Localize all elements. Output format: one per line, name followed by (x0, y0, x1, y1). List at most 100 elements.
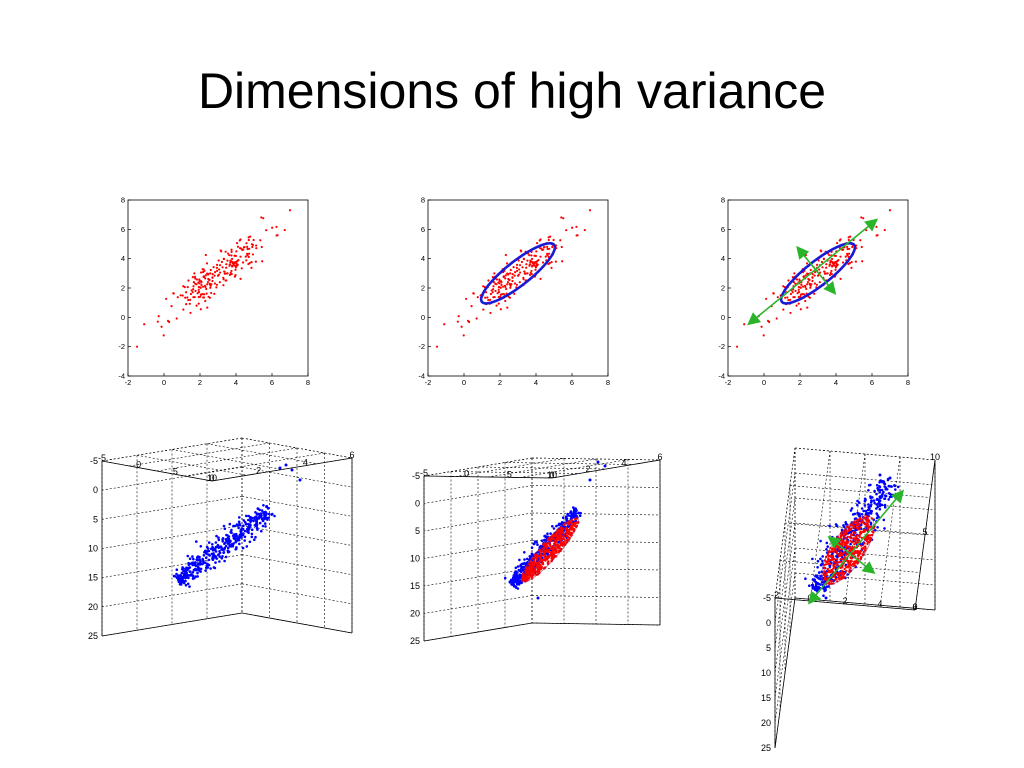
wall-grid-line (794, 497, 936, 511)
data-point (177, 576, 180, 580)
floor-grid-line (450, 471, 580, 474)
data-point (828, 562, 831, 566)
data-point (198, 559, 202, 562)
data-point (561, 516, 565, 519)
data-point (588, 478, 592, 482)
data-point (823, 270, 826, 273)
data-point (237, 536, 240, 539)
data-point (511, 279, 514, 283)
data-point (836, 552, 839, 555)
data-point (211, 549, 215, 552)
data-point (789, 311, 792, 315)
data-point (823, 566, 826, 570)
data-point (178, 579, 182, 582)
data-point (541, 261, 545, 264)
data-point (539, 277, 542, 280)
data-point (218, 264, 222, 267)
data-point (435, 345, 439, 348)
data-point (492, 281, 495, 284)
axis-edge (914, 459, 936, 611)
data-point (821, 555, 824, 558)
data-point (813, 292, 816, 295)
data-point (545, 548, 548, 552)
data-point (896, 485, 900, 489)
data-point (875, 503, 879, 506)
data-point (248, 262, 251, 265)
x-tick-label: -5 (420, 468, 428, 478)
data-point (215, 557, 218, 560)
data-point (239, 529, 243, 532)
data-point (532, 561, 536, 565)
data-point (809, 286, 812, 289)
data-point (857, 514, 861, 517)
data-point (218, 281, 221, 284)
data-point (834, 523, 838, 526)
data-point (204, 274, 207, 277)
data-point (836, 259, 839, 263)
data-point (219, 271, 222, 274)
data-point (850, 266, 853, 269)
data-point (825, 548, 828, 551)
data-point (511, 272, 514, 276)
data-point (860, 513, 864, 516)
data-point (882, 490, 885, 494)
data-point (836, 264, 839, 267)
data-point (194, 564, 198, 567)
data-point (842, 248, 845, 251)
data-point (223, 559, 226, 563)
data-point (536, 568, 540, 571)
data-point (230, 257, 234, 261)
data-point (876, 486, 879, 490)
data-point (184, 291, 188, 294)
data-point (562, 533, 566, 536)
data-point (242, 532, 245, 535)
data-point (533, 542, 536, 545)
data-point (551, 245, 554, 249)
data-point (200, 283, 203, 286)
data-point (538, 561, 541, 564)
x-tick-label: 2 (798, 378, 802, 387)
data-point (245, 514, 248, 518)
data-point (523, 575, 526, 578)
data-point (506, 283, 509, 286)
data-point (559, 239, 562, 242)
data-point (214, 561, 217, 564)
data-point (514, 570, 517, 573)
data-point (557, 522, 561, 526)
wall-grid-line (241, 554, 353, 575)
data-point (506, 280, 510, 284)
floor-grid-line (171, 449, 283, 470)
data-point (530, 552, 534, 555)
data-point (540, 539, 544, 542)
data-point (271, 226, 274, 229)
wall-grid-line (774, 447, 796, 599)
data-point (201, 285, 205, 288)
data-point (562, 535, 565, 539)
data-point (870, 509, 873, 513)
data-point (214, 548, 217, 551)
data-point (504, 277, 507, 280)
data-point (880, 494, 883, 497)
data-point (534, 561, 538, 564)
data-point (516, 587, 520, 590)
data-point (222, 284, 225, 287)
data-point (794, 289, 797, 293)
data-point (811, 279, 814, 283)
data-point (205, 287, 208, 291)
data-point (245, 259, 248, 262)
data-point (838, 561, 841, 564)
data-point (188, 562, 192, 566)
data-point (858, 534, 861, 537)
data-point (237, 520, 241, 524)
x-tick-label: -2 (125, 378, 132, 387)
data-point (825, 585, 829, 588)
data-point (548, 262, 551, 265)
data-point (198, 279, 201, 283)
z-tick-label: 0 (415, 499, 420, 509)
data-point (534, 268, 537, 271)
data-point (840, 569, 844, 572)
y-tick-label: 2 (256, 465, 261, 475)
data-point (220, 260, 224, 264)
data-point (596, 460, 600, 464)
data-point (261, 519, 265, 522)
